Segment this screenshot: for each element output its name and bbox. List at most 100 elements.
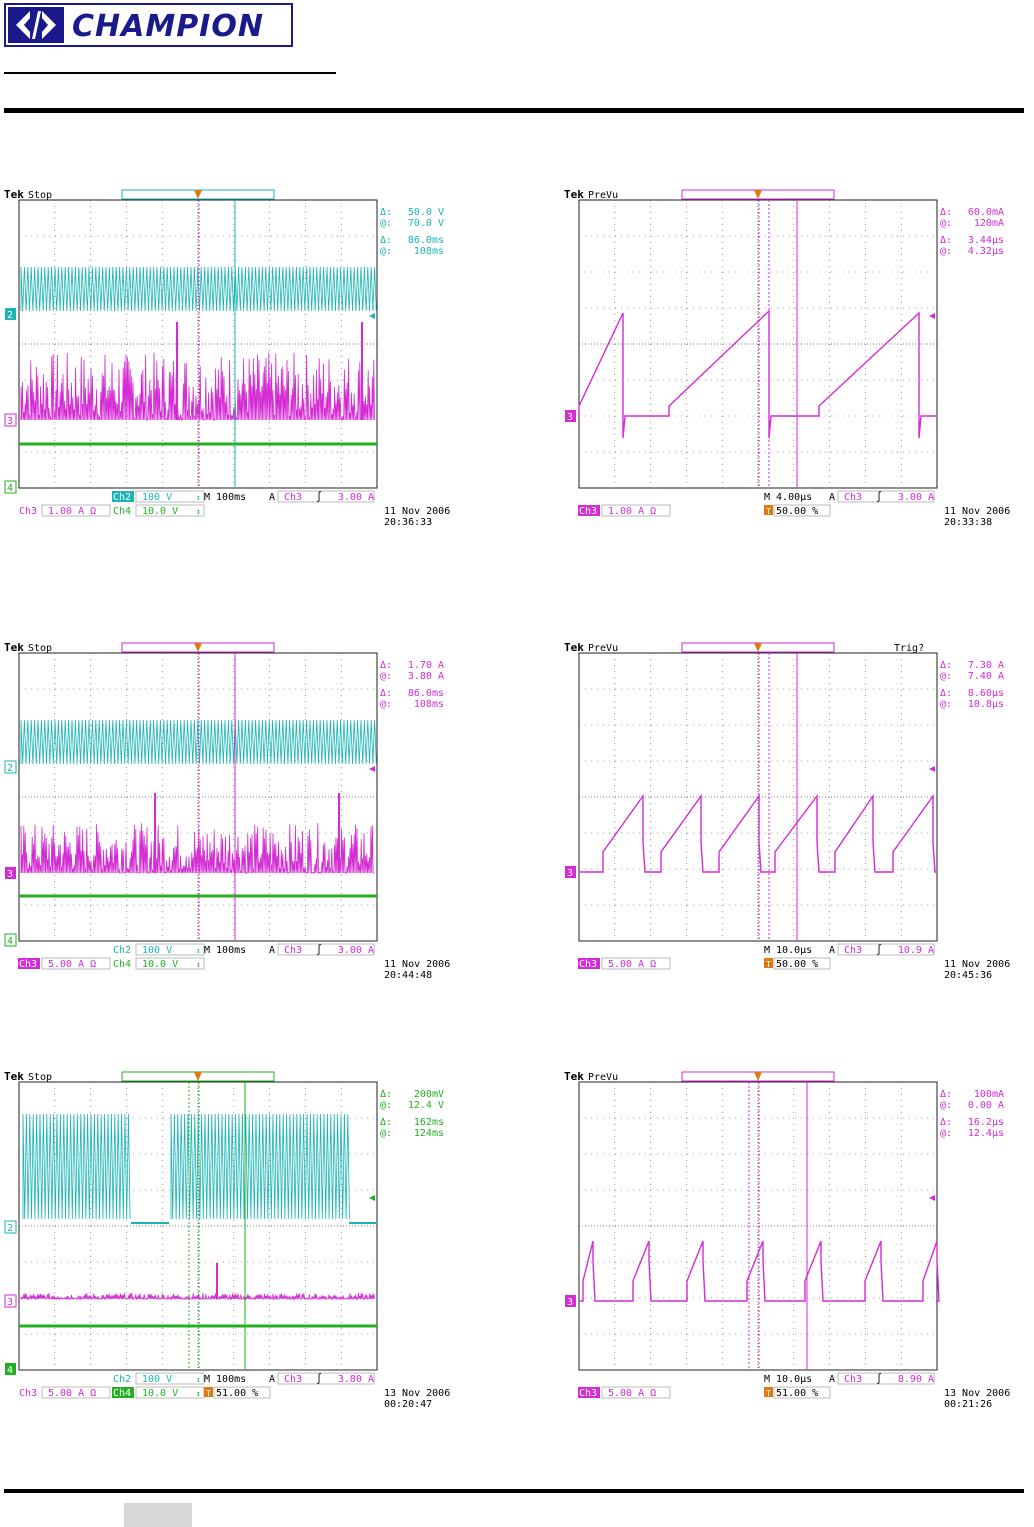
cursor-readout-label: Δ: xyxy=(940,688,952,699)
capture-time: 00:21:26 xyxy=(944,1399,992,1410)
brand-label: Tek xyxy=(564,1070,584,1083)
trigger-level: 3.00 A xyxy=(338,492,374,503)
trigger-slope-icon: ∫ xyxy=(316,944,322,956)
channel-marker xyxy=(4,760,17,774)
channel-tag-bg xyxy=(18,958,40,969)
channel-scale-box xyxy=(41,957,111,970)
cursor-readout-value: 50.0 V xyxy=(408,207,444,218)
channel-tag: Ch4 xyxy=(113,1388,131,1399)
cursor-readout-value: 124ms xyxy=(414,1128,444,1139)
channel-marker xyxy=(5,1363,16,1375)
capture-time: 20:45:36 xyxy=(944,970,992,981)
trigger-box xyxy=(837,490,935,503)
brand-label: Tek xyxy=(4,188,24,201)
trigger-pos-icon-label: T xyxy=(206,1389,211,1398)
capture-date: 13 Nov 2006 xyxy=(944,1388,1010,1399)
trigger-box xyxy=(837,1372,935,1385)
trigger-position: 51.00 % xyxy=(776,1388,818,1399)
channel-marker xyxy=(565,1295,576,1307)
trigger-position-icon xyxy=(754,643,762,652)
trigger-position-icon xyxy=(194,190,202,199)
trigger-slope-icon: ∫ xyxy=(876,491,882,503)
channel-tag: Ch4 xyxy=(113,506,131,517)
cursor-readout-value: 86.0ms xyxy=(408,235,444,246)
logo-arrows-icon xyxy=(16,11,56,39)
acq-state: Stop xyxy=(28,190,52,201)
channel-scale-box xyxy=(135,957,205,970)
channel-tag-bg xyxy=(112,1387,134,1398)
trigger-level: 8.90 A xyxy=(898,1374,934,1385)
channel-tag: Ch3 xyxy=(579,959,597,970)
channel-tag-bg xyxy=(578,505,600,516)
trigger-position-icon xyxy=(194,643,202,652)
cursor-readout-label: Δ: xyxy=(380,1089,392,1100)
coupling-icon: ↕ xyxy=(196,1389,201,1398)
channel-scale: 5.00 A Ω xyxy=(608,959,656,970)
channel-marker xyxy=(5,867,16,879)
trigger-position-icon xyxy=(194,1072,202,1081)
trigger-pos-icon-label: T xyxy=(766,960,771,969)
channel-marker-label: 2 xyxy=(7,1223,13,1234)
capture-time: 20:33:38 xyxy=(944,517,992,528)
trigger-pos-icon-label: T xyxy=(766,1389,771,1398)
ch3-waveform xyxy=(20,823,375,875)
cursor-readout-label: @: xyxy=(940,1100,952,1111)
channel-marker xyxy=(565,410,576,422)
channel-scale-box xyxy=(41,1386,111,1399)
cursor-readout-label: Δ: xyxy=(940,1089,952,1100)
cursor-readout-label: Δ: xyxy=(380,235,392,246)
channel-scale: 5.00 A Ω xyxy=(48,1388,96,1399)
channel-scale: 100 V xyxy=(142,492,172,503)
cursor-readout-value: 7.30 A xyxy=(968,660,1004,671)
ch3-waveform xyxy=(578,309,936,439)
ch2-waveform xyxy=(22,1113,131,1220)
trigger-source: Ch3 xyxy=(844,945,862,956)
channel-scale-box xyxy=(135,490,205,503)
trigger-level: 3.80 A xyxy=(338,1374,374,1385)
trigger-pct-box xyxy=(773,1386,831,1399)
cursor-readout-value: 70.0 V xyxy=(408,218,444,229)
trigger-pos-icon xyxy=(764,958,773,968)
cursor-readout-value: 16.2μs xyxy=(968,1117,1004,1128)
logo-text: CHAMPION xyxy=(72,9,264,44)
channel-scale-box xyxy=(601,957,671,970)
channel-marker-label: 4 xyxy=(7,483,13,494)
trigger-pct-box xyxy=(773,957,831,970)
trigger-source: Ch3 xyxy=(284,945,302,956)
ch3-waveform xyxy=(580,793,936,873)
channel-scale: 100 V xyxy=(142,945,172,956)
capture-time: 20:36:33 xyxy=(384,517,432,528)
trigger-mode: A xyxy=(269,945,275,956)
capture-date: 11 Nov 2006 xyxy=(944,506,1010,517)
cursor-readout-value: 12.4μs xyxy=(968,1128,1004,1139)
channel-scale-box xyxy=(135,504,205,517)
coupling-icon: ↕ xyxy=(196,507,201,516)
scope-capture-5: Tek Stop Δ: 200mV @: 12.4 V Δ: 162ms @: 124ms 2 3 4 C… xyxy=(4,1069,464,1439)
trigger-box xyxy=(277,1372,375,1385)
channel-tag: Ch2 xyxy=(113,945,131,956)
timebase: M 100ms xyxy=(204,492,246,503)
scope-capture-2: Tek PreVu Δ: 60.0mA @: 120mA Δ: 3.44μs @: 4.32μs 3… xyxy=(564,187,1024,557)
channel-tag-bg xyxy=(578,958,600,969)
trigger-level: 3.00 A xyxy=(898,492,934,503)
footer-rule xyxy=(4,1489,1024,1493)
trigger-level-icon xyxy=(369,1195,375,1201)
trigger-position-icon xyxy=(754,1072,762,1081)
cursor-readout-value: 8.60μs xyxy=(968,688,1004,699)
cursor-readout-label: Δ: xyxy=(380,1117,392,1128)
trigger-level-icon xyxy=(929,313,935,319)
trigger-slope-icon: ∫ xyxy=(316,1373,322,1385)
channel-marker-label: 4 xyxy=(7,936,13,947)
acq-state: PreVu xyxy=(588,190,618,201)
trigger-position: 50.00 % xyxy=(776,959,818,970)
channel-scale: 100 V xyxy=(142,1374,172,1385)
timebase: M 10.0μs xyxy=(764,945,812,956)
channel-scale: 10.0 V xyxy=(142,1388,178,1399)
channel-tag: Ch3 xyxy=(579,1388,597,1399)
trigger-box xyxy=(277,490,375,503)
channel-marker-label: 3 xyxy=(7,1297,13,1308)
trigger-position: 50.00 % xyxy=(776,506,818,517)
cursor-readout-label: @: xyxy=(940,218,952,229)
ch3-waveform xyxy=(580,1240,940,1302)
ch3-waveform xyxy=(20,1293,375,1301)
